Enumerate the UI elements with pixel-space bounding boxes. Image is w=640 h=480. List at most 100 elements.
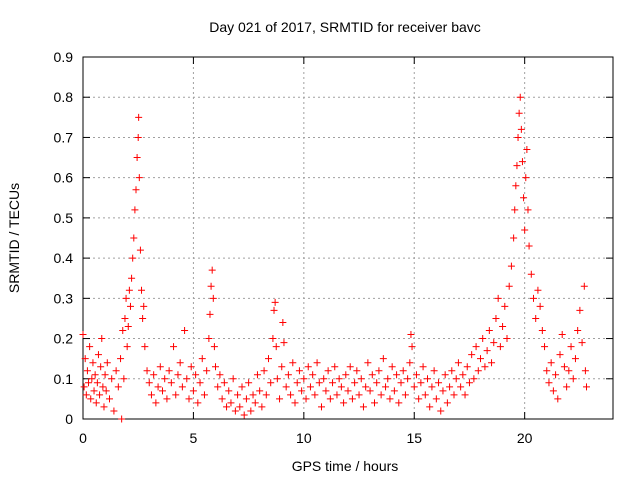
data-point (207, 282, 215, 290)
axis-ticks: 0 0.1 0.2 0.3 0.4 0.5 0.6 0.7 0.8 0.9 0 5 10 15 20 (54, 49, 613, 446)
data-point (395, 399, 403, 407)
data-point (289, 359, 297, 367)
data-point (511, 206, 519, 214)
data-point (229, 375, 237, 383)
data-point (122, 294, 130, 302)
data-point (209, 294, 217, 302)
data-point (408, 343, 416, 351)
x-tick-label: 15 (406, 430, 422, 446)
data-point (565, 367, 573, 375)
data-point (223, 403, 231, 411)
data-point (189, 387, 197, 395)
data-point (183, 375, 191, 383)
data-point (362, 383, 370, 391)
data-point (461, 391, 469, 399)
data-point (103, 359, 111, 367)
data-point (450, 391, 458, 399)
data-point (108, 375, 116, 383)
x-tick-label: 0 (79, 430, 87, 446)
data-point (302, 395, 310, 403)
data-point (218, 395, 226, 403)
data-point (448, 367, 456, 375)
data-point (240, 411, 248, 419)
data-point (208, 266, 216, 274)
data-point (86, 343, 94, 351)
data-point (463, 363, 471, 371)
data-point (147, 391, 155, 399)
data-point (220, 379, 228, 387)
data-point (501, 302, 509, 310)
y-tick-label: 0.3 (54, 290, 74, 306)
data-point (139, 314, 147, 322)
data-point (271, 298, 279, 306)
data-point (170, 343, 178, 351)
data-point (560, 363, 568, 371)
data-point (85, 379, 93, 387)
data-point (293, 379, 301, 387)
data-point (135, 113, 143, 121)
data-point (435, 379, 443, 387)
data-point (477, 355, 484, 363)
data-point (99, 383, 107, 391)
data-point (90, 387, 98, 395)
data-point (355, 391, 363, 399)
y-tick-label: 0.6 (54, 170, 74, 186)
data-point (273, 375, 281, 383)
data-point (89, 359, 97, 367)
data-point (80, 383, 88, 391)
data-point (269, 335, 277, 343)
data-point (454, 359, 462, 367)
data-point (165, 367, 173, 375)
data-point (124, 322, 132, 330)
data-point (439, 387, 447, 395)
data-point (126, 302, 134, 310)
data-point (324, 367, 332, 375)
data-point (465, 379, 473, 387)
data-point (329, 379, 337, 387)
data-point (388, 363, 396, 371)
data-point (134, 133, 142, 141)
data-point (216, 371, 224, 379)
data-point (512, 182, 520, 190)
data-point (96, 391, 104, 399)
x-axis-label: GPS time / hours (292, 458, 399, 474)
data-point (120, 375, 128, 383)
data-point (309, 371, 317, 379)
data-point (214, 383, 222, 391)
data-point (513, 162, 521, 170)
data-point (313, 359, 321, 367)
data-point (198, 355, 206, 363)
data-point (532, 314, 540, 322)
data-point (203, 367, 211, 375)
data-point (119, 327, 127, 335)
data-point (282, 383, 290, 391)
data-point (443, 399, 451, 407)
data-point (430, 367, 438, 375)
y-tick-label: 0.1 (54, 371, 74, 387)
data-point (256, 387, 264, 395)
data-point (357, 375, 365, 383)
data-point (386, 395, 394, 403)
data-point (426, 403, 434, 411)
data-point (446, 383, 454, 391)
data-point (161, 375, 169, 383)
data-point (251, 399, 259, 407)
data-point (236, 403, 244, 411)
data-point (417, 379, 425, 387)
data-points (79, 93, 590, 423)
data-point (525, 242, 533, 250)
grid-lines (83, 57, 613, 419)
y-tick-label: 0.4 (54, 250, 74, 266)
data-point (523, 146, 531, 154)
data-point (94, 351, 102, 359)
data-point (437, 407, 445, 415)
data-point (507, 262, 515, 270)
data-point (342, 371, 350, 379)
data-point (178, 383, 186, 391)
data-point (267, 379, 275, 387)
data-point (534, 286, 542, 294)
data-point (530, 294, 537, 302)
data-point (192, 371, 200, 379)
data-point (574, 327, 582, 335)
data-point (322, 387, 330, 395)
